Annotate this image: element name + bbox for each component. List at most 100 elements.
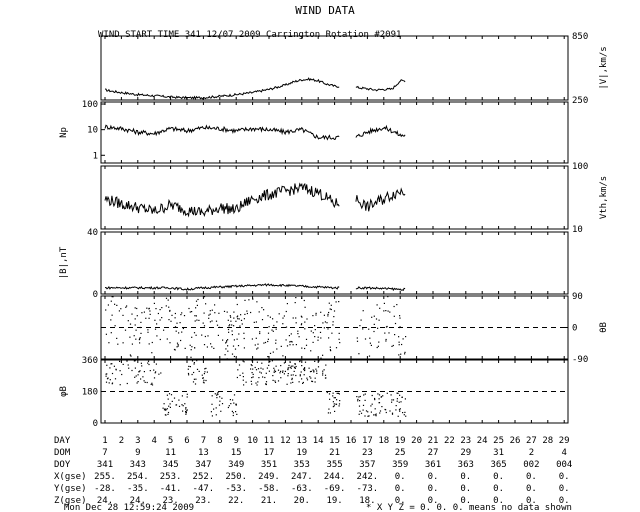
data-point	[116, 304, 118, 306]
data-point	[290, 382, 292, 384]
data-point	[388, 332, 390, 334]
data-point	[196, 360, 198, 362]
data-point	[290, 365, 292, 367]
axis-table-cell: 0.	[493, 496, 504, 506]
data-point	[267, 338, 269, 340]
data-point	[243, 337, 245, 340]
data-point	[210, 411, 212, 413]
data-point	[218, 326, 221, 328]
axis-table-cell: 343	[130, 460, 146, 470]
axis-table-cell: 16	[346, 436, 357, 446]
y-tick-label: 850	[572, 32, 588, 42]
data-point	[294, 302, 296, 304]
data-point	[235, 411, 237, 413]
axis-table-cell: 6	[184, 436, 189, 446]
data-point	[292, 374, 294, 376]
data-point	[399, 326, 401, 328]
data-point	[230, 320, 232, 322]
axis-table-cell: 22	[444, 436, 455, 446]
axis-table-cell: -28.	[94, 484, 116, 494]
data-point	[122, 342, 124, 344]
data-point	[232, 345, 235, 347]
data-point	[225, 341, 228, 343]
data-point	[297, 333, 299, 335]
figure-subtitle: WIND START TIME 341 12/07 2009 Carringto…	[98, 30, 401, 40]
data-point	[274, 380, 276, 382]
data-point	[236, 376, 238, 379]
panel-thetaB: 90 0 -90 θB	[100, 292, 609, 365]
axis-table-cell: 15	[329, 436, 340, 446]
data-point	[255, 382, 257, 384]
data-point	[286, 383, 288, 385]
data-point	[154, 328, 157, 330]
data-point	[271, 360, 273, 362]
data-point	[147, 329, 149, 331]
data-point	[127, 320, 129, 322]
axis-table-cell: 359	[392, 460, 408, 470]
data-point	[231, 324, 233, 326]
axis-table-cell: 254.	[127, 472, 149, 482]
y-axis-title: |V|,km/s	[599, 46, 609, 89]
data-point	[299, 361, 301, 363]
data-point	[143, 380, 145, 382]
data-point	[165, 409, 167, 411]
axis-table-cell: 19	[395, 436, 406, 446]
data-point	[266, 367, 268, 369]
data-point	[326, 322, 328, 324]
data-point	[313, 371, 315, 373]
footer-timestamp: Mon Dec 28 12:59:24 2009	[64, 503, 194, 512]
data-point	[358, 405, 361, 407]
data-point	[133, 360, 135, 362]
data-point	[227, 406, 229, 409]
data-point	[236, 413, 238, 415]
data-point	[391, 345, 393, 347]
data-point	[367, 411, 369, 413]
axis-table-cell: 365	[490, 460, 506, 470]
data-point	[304, 328, 306, 330]
axis-table-cell: 341	[97, 460, 113, 470]
data-point	[373, 414, 375, 416]
data-point	[139, 326, 141, 329]
axis-table-cell: 244.	[324, 472, 346, 482]
data-point	[186, 393, 188, 395]
data-point	[193, 362, 195, 364]
data-point	[167, 398, 169, 400]
data-point	[269, 352, 272, 354]
data-point	[362, 404, 365, 406]
data-point	[373, 330, 375, 333]
data-point	[386, 325, 388, 328]
data-point	[248, 299, 250, 301]
data-point	[181, 312, 183, 314]
axis-table-cell: 25	[493, 436, 504, 446]
data-point	[369, 337, 371, 339]
data-point	[394, 334, 396, 336]
data-point	[287, 369, 289, 371]
data-point	[314, 325, 316, 327]
data-point	[225, 348, 227, 350]
data-point	[282, 370, 284, 372]
data-point	[363, 394, 365, 396]
data-point	[111, 382, 114, 384]
data-point	[357, 398, 359, 400]
data-point	[148, 343, 150, 345]
y-tick-label: 90	[572, 292, 583, 302]
data-point	[398, 409, 401, 411]
data-point	[369, 342, 371, 344]
data-point	[316, 370, 318, 372]
data-point	[311, 380, 314, 383]
data-point	[275, 339, 277, 341]
data-point	[222, 339, 224, 341]
data-point	[356, 340, 359, 342]
data-point	[258, 377, 260, 379]
data-point	[326, 391, 328, 394]
data-point	[239, 374, 241, 376]
data-point	[131, 369, 133, 372]
data-point	[400, 353, 402, 355]
data-point	[233, 355, 235, 358]
data-point	[396, 398, 398, 400]
data-point	[252, 368, 254, 370]
data-point	[159, 309, 161, 311]
data-point	[267, 356, 269, 358]
data-point	[140, 378, 142, 380]
data-point	[323, 327, 325, 329]
